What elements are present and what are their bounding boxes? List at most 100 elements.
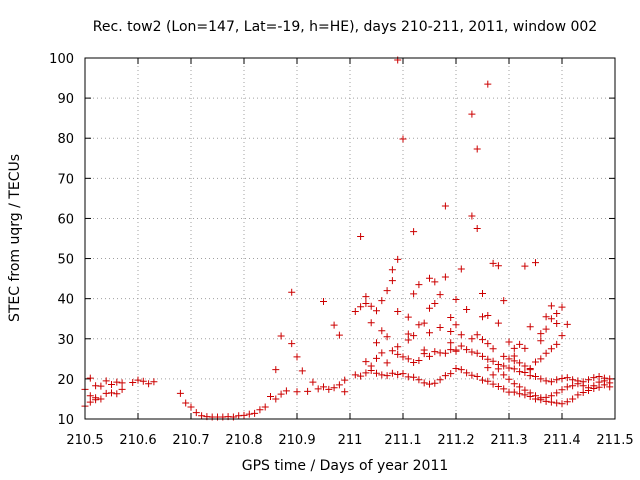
- data-point: [378, 297, 386, 305]
- data-point: [410, 358, 418, 366]
- x-tick-label: 211.3: [490, 433, 527, 448]
- data-point: [282, 387, 290, 395]
- data-point: [351, 371, 359, 379]
- data-point: [484, 340, 492, 348]
- data-point: [553, 320, 561, 328]
- data-point: [494, 383, 502, 391]
- data-point: [441, 372, 449, 380]
- data-point: [441, 202, 449, 210]
- data-point: [431, 278, 439, 286]
- data-point: [431, 348, 439, 356]
- data-point: [563, 398, 571, 406]
- data-point: [373, 339, 380, 347]
- data-point: [547, 378, 555, 386]
- data-point: [521, 362, 529, 370]
- data-point: [537, 355, 545, 363]
- data-point: [341, 388, 349, 396]
- data-point: [182, 399, 190, 407]
- y-tick-label: 40: [57, 293, 74, 308]
- data-point: [357, 303, 365, 311]
- data-point: [563, 374, 571, 382]
- data-point: [479, 336, 486, 344]
- data-point: [404, 313, 412, 321]
- data-point: [150, 378, 158, 386]
- data-point: [187, 403, 195, 411]
- data-point: [367, 362, 375, 370]
- data-point: [436, 324, 444, 332]
- data-point: [468, 371, 476, 379]
- data-point: [595, 378, 603, 386]
- data-point: [510, 388, 518, 396]
- y-tick-label: 10: [57, 413, 74, 428]
- data-point: [420, 319, 428, 327]
- data-point: [267, 393, 274, 401]
- data-point: [394, 308, 402, 316]
- data-point: [558, 374, 566, 382]
- data-point: [251, 409, 259, 417]
- data-point: [579, 389, 587, 397]
- data-point: [330, 384, 338, 392]
- data-point: [86, 374, 94, 382]
- x-tick-label: 210.6: [119, 433, 156, 448]
- data-point: [473, 145, 481, 153]
- data-point: [489, 380, 497, 388]
- x-tick-label: 211.1: [384, 433, 421, 448]
- data-point: [113, 378, 121, 386]
- data-point: [404, 330, 412, 338]
- data-point: [606, 383, 614, 391]
- data-point: [441, 273, 449, 281]
- data-point: [516, 359, 524, 367]
- data-point: [357, 232, 365, 240]
- data-point: [489, 345, 497, 353]
- data-point: [553, 310, 561, 318]
- x-axis-title: GPS time / Days of year 2011: [242, 458, 449, 474]
- data-point: [134, 376, 142, 384]
- data-point: [394, 370, 402, 378]
- data-point: [431, 379, 439, 387]
- data-point: [505, 355, 513, 363]
- data-point: [590, 374, 598, 382]
- data-point: [373, 354, 380, 362]
- data-point: [457, 342, 465, 350]
- data-point: [457, 331, 465, 339]
- data-point: [489, 371, 497, 379]
- data-point: [473, 224, 481, 232]
- data-point: [463, 369, 471, 377]
- data-point: [516, 340, 524, 348]
- data-point: [479, 289, 486, 297]
- y-tick-label: 100: [49, 52, 74, 67]
- y-tick-label: 60: [57, 212, 74, 227]
- data-point: [542, 393, 550, 401]
- data-point: [452, 346, 460, 354]
- data-point: [537, 375, 545, 383]
- data-point: [86, 398, 94, 406]
- data-point: [288, 340, 296, 348]
- data-point: [547, 345, 555, 353]
- data-point: [97, 395, 105, 403]
- data-point: [192, 409, 200, 417]
- data-point: [341, 376, 349, 384]
- data-point: [468, 335, 476, 343]
- data-point: [118, 385, 126, 393]
- data-point: [86, 392, 94, 400]
- chart-title: Rec. tow2 (Lon=147, Lat=-19, h=HE), days…: [93, 19, 597, 35]
- x-tick-label: 210.8: [225, 433, 262, 448]
- data-point: [240, 411, 248, 419]
- data-point: [579, 382, 587, 390]
- data-point: [590, 382, 598, 390]
- data-point: [510, 380, 518, 388]
- data-point: [505, 364, 513, 372]
- data-point: [526, 323, 534, 331]
- data-point: [537, 330, 545, 338]
- data-point: [479, 352, 486, 360]
- data-point: [145, 380, 153, 388]
- y-tick-label: 30: [57, 333, 74, 348]
- data-point: [293, 353, 301, 361]
- data-point: [441, 349, 449, 357]
- data-point: [585, 376, 592, 384]
- data-point: [388, 277, 396, 285]
- data-point: [521, 386, 529, 394]
- data-point: [558, 386, 566, 394]
- data-point: [547, 315, 555, 323]
- y-tick-label: 20: [57, 373, 74, 388]
